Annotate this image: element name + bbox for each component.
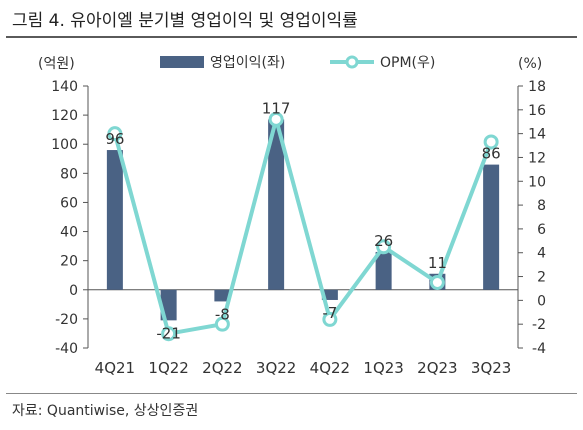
x-tick-label: 1Q23 xyxy=(363,359,403,377)
right-tick-label: 0 xyxy=(537,293,546,309)
left-tick-label: -20 xyxy=(55,312,78,328)
bar-operating-profit xyxy=(214,289,231,302)
right-tick-label: -4 xyxy=(532,341,546,357)
right-tick-label: 10 xyxy=(528,174,546,190)
left-tick-label: 40 xyxy=(60,225,78,241)
bar-operating-profit xyxy=(375,251,392,290)
legend-bar-swatch xyxy=(160,56,204,68)
right-axis-unit: (%) xyxy=(518,56,542,72)
bar-data-label: -21 xyxy=(156,324,181,342)
source-note: 자료: Quantiwise, 상상인증권 xyxy=(12,403,199,419)
bar-data-label: 86 xyxy=(482,145,501,163)
bar-operating-profit xyxy=(268,119,285,290)
left-tick-label: -40 xyxy=(55,341,78,357)
legend-line-label: OPM(우) xyxy=(380,55,435,71)
x-tick-label: 4Q21 xyxy=(95,359,135,377)
figure-title: 그림 4. 유아이엘 분기별 영업이익 및 영업이익률 xyxy=(12,11,358,31)
left-tick-label: 120 xyxy=(51,108,78,124)
legend-line-marker xyxy=(345,55,359,69)
bar-data-label: 96 xyxy=(105,130,124,148)
title-divider xyxy=(6,36,577,38)
left-tick-label: 60 xyxy=(60,195,78,211)
x-tick-label: 1Q22 xyxy=(148,359,188,377)
x-tick-label: 2Q23 xyxy=(417,359,457,377)
x-tick-label: 4Q22 xyxy=(310,359,350,377)
right-tick-label: 4 xyxy=(537,246,546,262)
right-tick-label: 14 xyxy=(528,127,546,143)
opm-line xyxy=(112,117,493,336)
bar-operating-profit xyxy=(106,150,123,290)
bar-data-label: 117 xyxy=(262,99,291,117)
right-tick-label: 16 xyxy=(528,103,546,119)
right-tick-label: 8 xyxy=(537,198,546,214)
x-tick-label: 3Q22 xyxy=(256,359,296,377)
opm-point xyxy=(429,275,445,290)
bar-data-label: -8 xyxy=(215,305,230,323)
bar-data-label: 11 xyxy=(428,254,447,272)
chart: 영업이익(좌) OPM(우) (억원) (%) -40-200204060801… xyxy=(38,55,546,377)
opm-point xyxy=(268,111,284,127)
left-tick-label: 80 xyxy=(60,166,78,182)
opm-point xyxy=(214,316,230,332)
bar-data-label: 26 xyxy=(374,232,393,250)
bar-data-label: -7 xyxy=(322,304,337,322)
left-tick-label: 100 xyxy=(51,137,78,153)
x-tick-label: 2Q22 xyxy=(202,359,242,377)
opm-point xyxy=(107,126,123,142)
left-tick-label: 0 xyxy=(69,283,78,299)
right-tick-label: 12 xyxy=(528,150,546,166)
right-tick-label: 18 xyxy=(528,79,546,95)
right-tick-label: 6 xyxy=(537,222,546,238)
opm-point xyxy=(483,134,499,150)
legend-bar-label: 영업이익(좌) xyxy=(210,55,285,71)
x-tick-label: 3Q23 xyxy=(471,359,511,377)
left-tick-label: 20 xyxy=(60,254,78,270)
opm-point xyxy=(322,311,338,327)
legend: 영업이익(좌) OPM(우) xyxy=(160,55,435,71)
right-tick-label: 2 xyxy=(537,270,546,286)
right-tick-label: -2 xyxy=(532,317,546,333)
left-axis-unit: (억원) xyxy=(38,56,75,72)
source-divider xyxy=(6,393,577,394)
bar-operating-profit xyxy=(483,164,500,290)
opm-point xyxy=(161,326,177,342)
bar-operating-profit xyxy=(321,289,338,300)
opm-point xyxy=(376,239,392,255)
left-tick-label: 140 xyxy=(51,79,78,95)
